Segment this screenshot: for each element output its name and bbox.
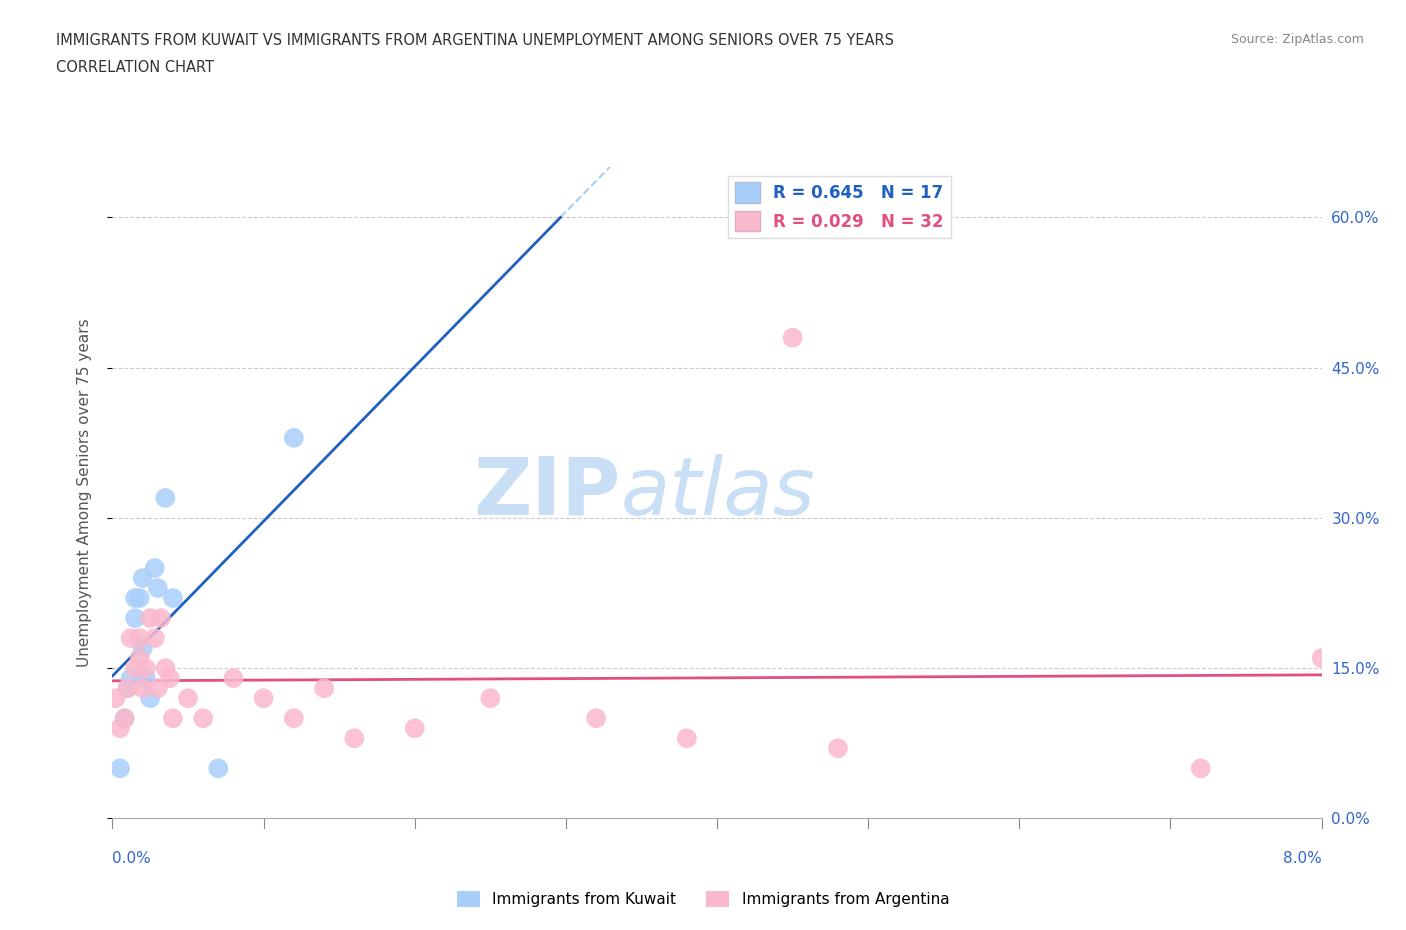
Immigrants from Kuwait <box>146 580 169 595</box>
Immigrants from Argentina <box>782 330 804 345</box>
Immigrants from Argentina <box>222 671 245 685</box>
Immigrants from Kuwait <box>139 691 162 706</box>
Immigrants from Kuwait <box>128 591 150 605</box>
Immigrants from Argentina <box>120 631 142 645</box>
Immigrants from Kuwait <box>155 490 177 505</box>
Text: Source: ZipAtlas.com: Source: ZipAtlas.com <box>1230 33 1364 46</box>
Immigrants from Argentina <box>128 651 150 666</box>
Immigrants from Kuwait <box>132 571 155 586</box>
Text: CORRELATION CHART: CORRELATION CHART <box>56 60 214 75</box>
Immigrants from Argentina <box>1310 651 1333 666</box>
Immigrants from Argentina <box>155 660 177 675</box>
Immigrants from Argentina <box>283 711 305 725</box>
Text: 0.0%: 0.0% <box>112 851 152 866</box>
Immigrants from Kuwait <box>132 641 155 656</box>
Immigrants from Kuwait <box>124 591 146 605</box>
Immigrants from Argentina <box>132 681 155 696</box>
Immigrants from Kuwait <box>124 611 146 626</box>
Immigrants from Argentina <box>149 611 172 626</box>
Immigrants from Kuwait <box>162 591 184 605</box>
Legend: R = 0.645   N = 17, R = 0.029   N = 32: R = 0.645 N = 17, R = 0.029 N = 32 <box>728 176 950 238</box>
Immigrants from Argentina <box>104 691 127 706</box>
Immigrants from Kuwait <box>283 431 305 445</box>
Immigrants from Argentina <box>139 611 162 626</box>
Immigrants from Kuwait <box>135 671 157 685</box>
Immigrants from Argentina <box>675 731 697 746</box>
Immigrants from Argentina <box>585 711 607 725</box>
Immigrants from Argentina <box>114 711 136 725</box>
Immigrants from Kuwait <box>120 671 142 685</box>
Text: IMMIGRANTS FROM KUWAIT VS IMMIGRANTS FROM ARGENTINA UNEMPLOYMENT AMONG SENIORS O: IMMIGRANTS FROM KUWAIT VS IMMIGRANTS FRO… <box>56 33 894 47</box>
Immigrants from Argentina <box>124 660 146 675</box>
Immigrants from Argentina <box>191 711 214 725</box>
Immigrants from Kuwait <box>114 711 136 725</box>
Text: ZIP: ZIP <box>472 454 620 532</box>
Text: atlas: atlas <box>620 454 815 532</box>
Immigrants from Argentina <box>108 721 131 736</box>
Immigrants from Argentina <box>128 631 150 645</box>
Immigrants from Argentina <box>143 631 166 645</box>
Immigrants from Argentina <box>177 691 200 706</box>
Text: 8.0%: 8.0% <box>1282 851 1322 866</box>
Immigrants from Argentina <box>117 681 139 696</box>
Y-axis label: Unemployment Among Seniors over 75 years: Unemployment Among Seniors over 75 years <box>77 319 91 667</box>
Immigrants from Argentina <box>479 691 502 706</box>
Immigrants from Kuwait <box>143 561 166 576</box>
Immigrants from Argentina <box>1189 761 1212 776</box>
Immigrants from Argentina <box>827 741 849 756</box>
Immigrants from Argentina <box>253 691 276 706</box>
Immigrants from Argentina <box>312 681 335 696</box>
Immigrants from Argentina <box>135 660 157 675</box>
Immigrants from Kuwait <box>117 681 139 696</box>
Legend: Immigrants from Kuwait, Immigrants from Argentina: Immigrants from Kuwait, Immigrants from … <box>451 884 955 913</box>
Immigrants from Argentina <box>404 721 426 736</box>
Immigrants from Argentina <box>162 711 184 725</box>
Immigrants from Kuwait <box>207 761 229 776</box>
Immigrants from Argentina <box>343 731 366 746</box>
Immigrants from Argentina <box>159 671 181 685</box>
Immigrants from Kuwait <box>108 761 131 776</box>
Immigrants from Argentina <box>146 681 169 696</box>
